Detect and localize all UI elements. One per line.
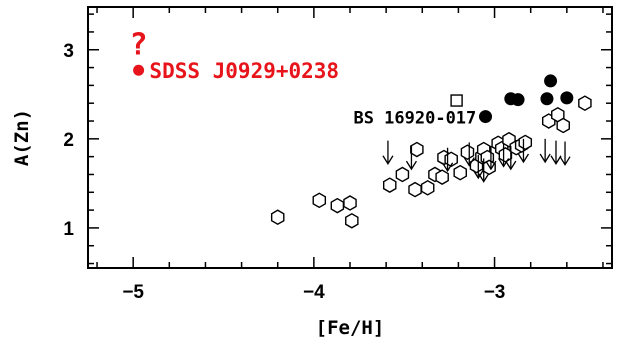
x-tick-label: −3 bbox=[484, 282, 506, 303]
open-hexagon-point bbox=[578, 95, 592, 112]
upper-limit-arrow bbox=[505, 145, 517, 171]
open-hexagon-point bbox=[556, 117, 570, 134]
open-hexagon-point bbox=[312, 192, 327, 209]
x-tick-label: −5 bbox=[122, 282, 144, 303]
data-marks bbox=[133, 64, 592, 229]
filled-circle-point bbox=[479, 110, 493, 124]
open-hexagon-point bbox=[345, 212, 359, 229]
y-tick-label: 2 bbox=[63, 130, 74, 151]
open-hexagon-point bbox=[453, 164, 467, 181]
open-hexagon-point bbox=[330, 197, 345, 214]
filled-circle-point bbox=[560, 91, 574, 105]
open-hexagon-point bbox=[420, 180, 435, 196]
open-hexagon-point bbox=[382, 177, 397, 193]
sdss-j0929-label: SDSS J0929+0238 bbox=[149, 59, 339, 83]
open-square-point bbox=[450, 94, 463, 107]
upper-limit-arrow bbox=[517, 138, 530, 164]
open-hexagon-point bbox=[270, 209, 285, 226]
open-hexagon-point bbox=[460, 144, 475, 161]
y-axis-label: A(Zn) bbox=[11, 109, 33, 166]
plot-frame bbox=[87, 6, 613, 269]
open-hexagon-point bbox=[408, 181, 422, 198]
filled-circle-point bbox=[544, 74, 558, 88]
x-axis-label: [Fe/H] bbox=[316, 317, 385, 339]
sdss-j0929-point bbox=[133, 64, 145, 76]
axis-ticks bbox=[88, 7, 612, 268]
axis-tick-labels: −5 −4 −3 1 2 3 bbox=[63, 41, 505, 303]
upper-limit-arrow bbox=[539, 138, 551, 164]
open-hexagon-point bbox=[518, 134, 533, 151]
upper-limit-arrow bbox=[442, 147, 454, 173]
open-hexagon-point bbox=[435, 169, 449, 185]
upper-limit-arrow bbox=[382, 140, 394, 166]
upper-limit-arrow bbox=[478, 158, 490, 183]
upper-limit-arrow bbox=[463, 142, 475, 167]
y-tick-label: 3 bbox=[63, 41, 74, 62]
upper-limit-arrow bbox=[485, 145, 497, 171]
open-hexagon-point bbox=[410, 141, 424, 158]
filled-circle-point bbox=[540, 92, 554, 106]
question-mark-annotation: ? bbox=[130, 28, 148, 63]
bs-16920-017-label: BS 16920-017 bbox=[353, 109, 476, 129]
open-hexagon-point bbox=[343, 195, 357, 211]
upper-limit-arrow bbox=[498, 143, 510, 168]
open-hexagon-point bbox=[395, 166, 410, 183]
upper-limit-arrow bbox=[559, 141, 571, 166]
upper-limit-arrow bbox=[550, 140, 562, 166]
x-tick-label: −4 bbox=[303, 282, 325, 303]
upper-limit-arrow bbox=[472, 154, 484, 180]
upper-limit-arrow bbox=[405, 145, 417, 171]
annotations: SDSS J0929+0238 BS 16920-017? bbox=[130, 28, 477, 129]
y-tick-label: 1 bbox=[63, 219, 74, 240]
filled-circle-point bbox=[511, 93, 525, 107]
